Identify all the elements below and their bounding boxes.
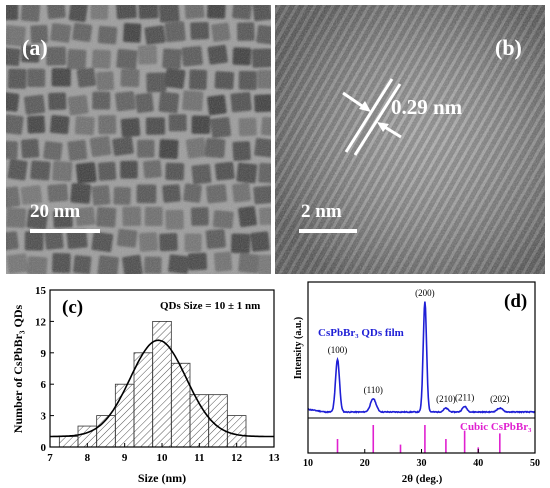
xrd-peak-label: (100) <box>328 345 348 355</box>
histogram-x-tick-label: 8 <box>85 452 91 464</box>
scale-bar-a <box>30 229 100 233</box>
xrd-reference-series-label: Cubic CsPbBr₃ <box>460 421 532 433</box>
xrd-peak-label: (202) <box>490 394 510 404</box>
xrd-film-series-label: CsPbBr₃ QDs film <box>318 327 404 339</box>
histogram-x-axis-title: Size (nm) <box>138 471 186 485</box>
xrd-peak-label: (110) <box>364 385 383 395</box>
xrd-x-tick-label: 30 <box>417 458 427 469</box>
arrow-right-head <box>377 122 389 132</box>
fringe-line-2 <box>353 83 402 156</box>
arrow-left <box>342 91 366 110</box>
xrd-x-tick-label: 10 <box>303 458 313 469</box>
histogram-x-tick-label: 13 <box>269 452 281 464</box>
hrtem-image-panel: (b) 0.29 nm 2 nm <box>275 5 545 274</box>
panel-b-label: (b) <box>495 35 522 60</box>
histogram-bar <box>114 383 135 448</box>
scale-bar-a-label: 20 nm <box>30 201 81 222</box>
histogram-x-tick-label: 7 <box>47 452 53 464</box>
histogram-x-tick-label: 12 <box>231 452 243 464</box>
panel-a-label: (a) <box>22 35 48 60</box>
xrd-y-axis-title: Intensity (a.u.) <box>293 317 304 380</box>
histogram-x-tick-label: 9 <box>122 452 128 464</box>
xrd-x-tick-label: 20 <box>360 458 370 469</box>
histogram-bar <box>170 362 191 448</box>
fringe-line-1 <box>344 78 394 153</box>
histogram-bar <box>133 352 154 448</box>
qd-size-annotation: QDs Size = 10 ± 1 nm <box>160 300 260 312</box>
xrd-film-line <box>307 301 536 414</box>
scale-bar-b <box>299 229 357 233</box>
histogram-y-tick-label: 6 <box>41 379 47 391</box>
histogram-y-tick-label: 0 <box>41 442 47 454</box>
xrd-x-axis-title: 2θ (deg.) <box>402 473 443 485</box>
xrd-peak-label: (211) <box>455 393 474 403</box>
xrd-peak-label: (200) <box>415 288 435 298</box>
arrow-left-head <box>359 101 371 112</box>
xrd-x-tick-label: 50 <box>530 458 540 469</box>
xrd-peak-label: (210) <box>436 394 456 404</box>
panel-c-label: (c) <box>62 297 83 318</box>
panel-d-label: (d) <box>504 291 527 312</box>
xrd-x-tick-label: 40 <box>473 458 483 469</box>
histogram-y-axis-title: Number of CsPbBr₃ QDs <box>11 304 25 433</box>
size-histogram-chart: 7 8 9 10 11 12 13 0 3 6 9 12 15 (c) QDs Size = 10 ±… <box>11 285 281 485</box>
histogram-y-tick-label: 9 <box>41 348 47 360</box>
histogram-y-tick-label: 15 <box>35 285 47 297</box>
tem-image-panel: (a) 20 nm <box>6 5 271 274</box>
histogram-y-tick-label: 12 <box>35 316 47 328</box>
histogram-x-tick-label: 11 <box>194 452 204 464</box>
xrd-pattern-chart: (100) (110) (200) (210) (211) (202) 10 20 30 40 5… <box>293 281 540 485</box>
histogram-bar <box>226 415 247 448</box>
scale-bar-b-label: 2 nm <box>301 201 342 222</box>
histogram-x-tick-label: 10 <box>157 452 169 464</box>
fringe-spacing-label: 0.29 nm <box>391 95 463 119</box>
gaussian-fit-curve <box>50 339 274 438</box>
histogram-bar <box>58 436 79 448</box>
histogram-y-tick-label: 3 <box>41 411 47 423</box>
